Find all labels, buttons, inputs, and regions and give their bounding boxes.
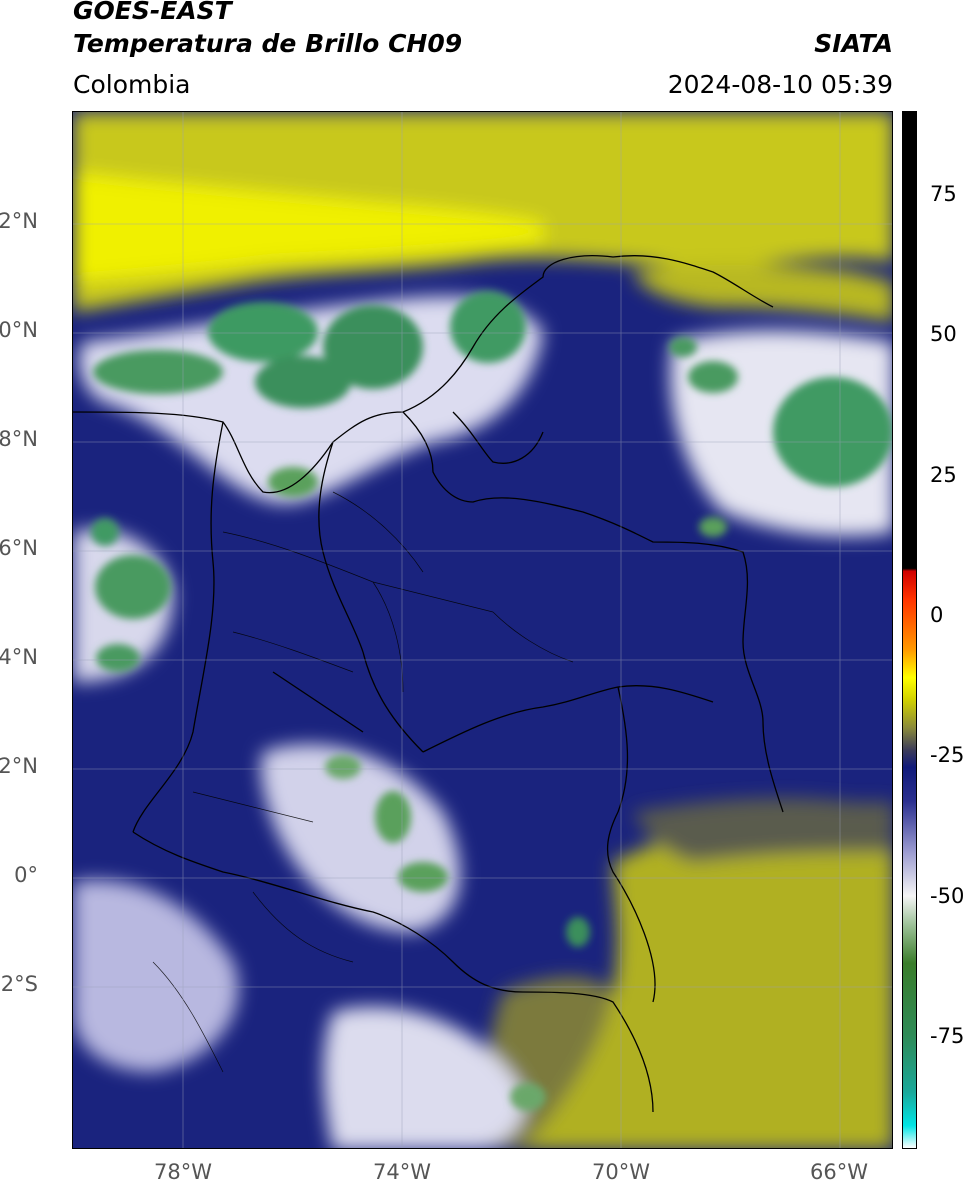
colorbar-label: 50 xyxy=(930,322,957,347)
lon-tick-74w: 74°W xyxy=(373,1160,431,1184)
lat-tick-12n: 12°N xyxy=(0,209,38,233)
colorbar-label: -25 xyxy=(930,743,965,768)
colorbar-label: -75 xyxy=(930,1023,965,1048)
lon-tick-78w: 78°W xyxy=(154,1160,212,1184)
satellite-map xyxy=(72,111,893,1149)
lat-tick-2n: 2°N xyxy=(0,754,38,778)
colorbar xyxy=(902,111,917,1149)
colorbar-label: 75 xyxy=(930,182,957,207)
agency-label: SIATA xyxy=(814,29,893,58)
lat-tick-0: 0° xyxy=(14,863,38,887)
lat-tick-2s: 2°S xyxy=(0,972,38,996)
lat-tick-10n: 10°N xyxy=(0,318,38,342)
lon-tick-66w: 66°W xyxy=(810,1160,868,1184)
region-label: Colombia xyxy=(73,70,191,99)
lat-tick-4n: 4°N xyxy=(0,645,38,669)
lat-tick-6n: 6°N xyxy=(0,536,38,560)
datetime-label: 2024-08-10 05:39 xyxy=(667,70,893,99)
colorbar-label: 0 xyxy=(930,602,944,627)
lat-tick-8n: 8°N xyxy=(0,427,38,451)
map-image xyxy=(73,112,892,1148)
colorbar-label: -50 xyxy=(930,883,965,908)
satellite-title: GOES-EAST xyxy=(73,0,232,25)
product-title: Temperatura de Brillo CH09 xyxy=(73,29,463,58)
colorbar-label: 25 xyxy=(930,462,957,487)
lon-tick-70w: 70°W xyxy=(592,1160,650,1184)
